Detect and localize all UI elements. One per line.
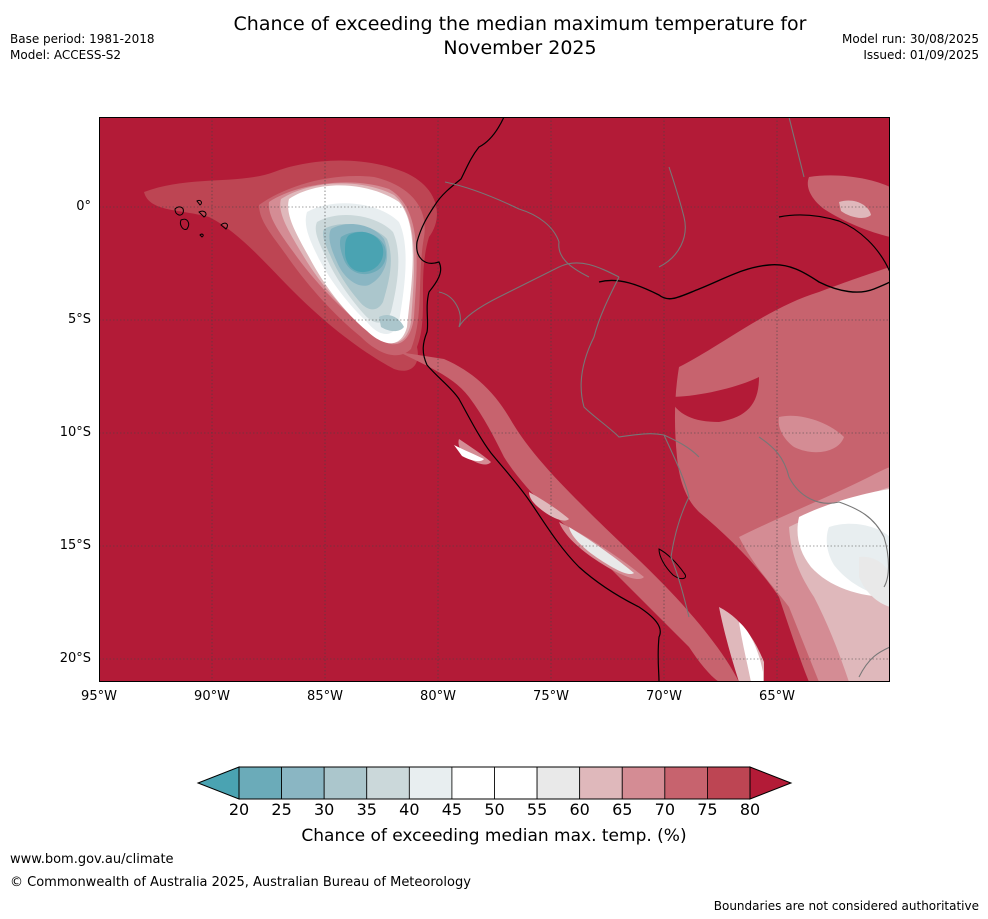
lon-label-90w: 90°W <box>194 689 230 704</box>
colorbar-cell <box>664 766 708 800</box>
coastal-patch-60-65 <box>529 492 569 521</box>
map-gridlines <box>99 117 890 682</box>
island-1 <box>174 206 184 216</box>
colorbar-cell <box>366 766 410 800</box>
map-title-line-2: November 2025 <box>443 37 597 59</box>
inland-warm-pocket <box>669 377 759 422</box>
island-6 <box>199 233 204 238</box>
coastal-patch-55-60 <box>569 527 634 575</box>
colorbar-cell <box>536 766 581 800</box>
colorbar-cells <box>238 766 751 800</box>
border-paraguay <box>858 646 890 678</box>
lon-label-75w: 75°W <box>533 689 569 704</box>
model-text: Model: ACCESS-S2 <box>10 48 122 62</box>
colorbar-cell <box>408 766 453 800</box>
colorbar-tick-45: 45 <box>441 800 463 819</box>
meta-left: Base period: 1981-2018 Model: ACCESS-S2 <box>10 31 155 63</box>
colorbar-tick-30: 30 <box>313 800 335 819</box>
border-colombia-ecuador <box>444 181 590 278</box>
meta-right: Model run: 30/08/2025 Issued: 01/09/2025 <box>842 31 979 63</box>
disclaimer-text: Boundaries are not considered authoritat… <box>713 899 979 913</box>
coastline <box>416 117 661 682</box>
inland-55-60 <box>859 556 890 607</box>
colorbar-tick-55: 55 <box>526 800 548 819</box>
map-title: Chance of exceeding the median maximum t… <box>150 12 890 60</box>
lon-label-80w: 80°W <box>420 689 456 704</box>
colorbar-cell <box>451 766 495 800</box>
colorbar-cell <box>707 766 751 800</box>
lat-label-10s: 10°S <box>59 425 91 440</box>
coastal-patch-65-70 <box>458 439 491 465</box>
colorbar-tick-50: 50 <box>484 800 505 819</box>
lat-label-15s: 15°S <box>59 538 91 553</box>
border-colombia-brazil <box>658 166 686 268</box>
colorbar-label: Chance of exceeding median max. temp. (%… <box>301 826 687 846</box>
base-period-text: Base period: 1981-2018 <box>10 32 155 46</box>
border-venezuela <box>788 117 805 178</box>
amazon-north-river <box>778 214 890 273</box>
lat-label-0: 0° <box>76 199 91 214</box>
country-borders <box>438 117 890 678</box>
colorbar-high-extend <box>749 766 793 800</box>
copyright-text: © Commonwealth of Australia 2025, Austra… <box>10 875 471 890</box>
colorbar-tick-60: 60 <box>569 800 590 819</box>
colorbar-cell <box>621 766 666 800</box>
border-bolivia-brazil <box>758 436 890 588</box>
colorbar-tick-80: 80 <box>739 800 761 819</box>
lon-label-85w: 85°W <box>307 689 343 704</box>
colorbar-cell <box>494 766 538 800</box>
forecast-map <box>99 117 890 682</box>
cool-anomaly-region <box>144 160 437 371</box>
lon-label-70w: 70°W <box>646 689 682 704</box>
island-2 <box>180 218 190 230</box>
border-ecuador-peru <box>438 262 620 328</box>
colorbar <box>196 766 793 800</box>
coastal-warm-bands <box>399 352 739 682</box>
island-4 <box>198 210 207 218</box>
colorbar-cell <box>281 766 325 800</box>
colorbar-low-extend <box>196 766 240 800</box>
coastal-patch-white <box>454 445 484 462</box>
lon-label-95w: 95°W <box>81 689 117 704</box>
colorbar-cell <box>323 766 368 800</box>
island-3 <box>196 200 202 206</box>
zone-small-cool-patch <box>379 315 404 332</box>
altiplano-50-60 <box>739 622 763 682</box>
coastal-band-70-75 <box>399 352 739 682</box>
colorbar-tick-35: 35 <box>356 800 377 819</box>
inland-north-60-65 <box>839 200 871 218</box>
colorbar-tick-75: 75 <box>697 800 718 819</box>
border-peru-bolivia <box>663 434 690 618</box>
lat-label-20s: 20°S <box>59 651 91 666</box>
model-run-text: Model run: 30/08/2025 <box>841 32 979 46</box>
colorbar-cell <box>579 766 623 800</box>
lon-label-65w: 65°W <box>759 689 795 704</box>
island-5 <box>220 222 228 230</box>
lat-label-5s: 5°S <box>67 312 91 327</box>
colorbar-cell <box>238 766 282 800</box>
amazon-river <box>598 264 890 300</box>
colorbar-frame <box>238 766 751 800</box>
map-border <box>99 117 890 682</box>
galapagos-islands <box>174 200 228 238</box>
colorbar-tick-65: 65 <box>612 800 633 819</box>
source-url: www.bom.gov.au/climate <box>10 852 174 867</box>
inland-65-70 <box>778 415 844 453</box>
map-title-line-1: Chance of exceeding the median maximum t… <box>233 13 807 35</box>
zone-below-20 <box>345 231 384 273</box>
colorbar-tick-25: 25 <box>271 800 292 819</box>
issued-text: Issued: 01/09/2025 <box>863 48 979 62</box>
colorbar-tick-40: 40 <box>399 800 420 819</box>
colorbar-tick-20: 20 <box>228 800 250 819</box>
border-peru-brazil <box>580 276 700 458</box>
colorbar-tick-70: 70 <box>654 800 675 819</box>
